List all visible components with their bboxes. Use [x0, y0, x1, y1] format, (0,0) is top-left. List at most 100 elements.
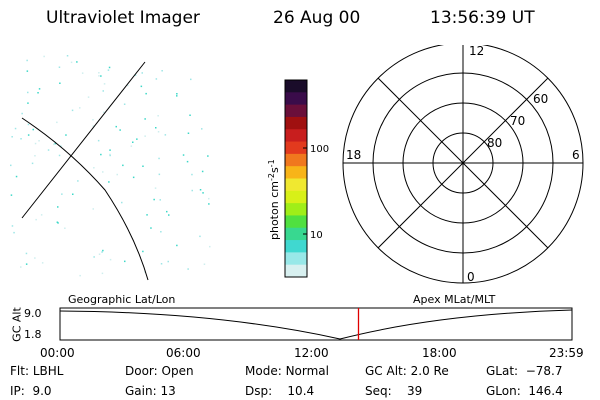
timeline-xtick-0: 00:00 [40, 346, 75, 360]
noise-dot [134, 74, 137, 76]
noise-dot [98, 75, 100, 77]
noise-dot [60, 145, 62, 147]
noise-dot [34, 155, 36, 157]
noise-dot [98, 72, 100, 74]
noise-dot [115, 125, 117, 128]
timeline-plot [59, 307, 573, 341]
noise-dot [92, 208, 94, 210]
noise-dot [102, 249, 104, 252]
noise-dot [32, 128, 34, 131]
timeline-xtick-1: 06:00 [166, 346, 201, 360]
noise-dot [10, 194, 13, 196]
noise-dot [25, 252, 28, 255]
noise-dot [132, 141, 134, 143]
noise-dot [155, 78, 158, 80]
noise-dot [201, 128, 203, 130]
colorbar-strip [285, 153, 307, 167]
noise-dot [150, 227, 152, 229]
polar-label-top: 12 [469, 45, 484, 58]
noise-dot [187, 268, 189, 270]
status-glon: GLon: 146.4 [486, 384, 563, 398]
noise-dot [38, 88, 41, 90]
noise-dot [160, 231, 162, 233]
colorbar-strip [285, 92, 307, 106]
colorbar-strip [285, 190, 307, 204]
latitude-curve [21, 117, 149, 281]
noise-dot [27, 91, 29, 94]
status-ip: IP: 9.0 [10, 384, 52, 398]
noise-dot [144, 135, 146, 137]
timeline-right-title: Apex MLat/MLT [413, 293, 496, 306]
noise-dot [11, 225, 14, 227]
status-door: Door: Open [125, 364, 194, 378]
noise-dots [10, 55, 211, 277]
noise-dot [76, 61, 78, 63]
noise-dot [176, 95, 178, 97]
noise-dot [100, 153, 102, 156]
status-flt: Flt: LBHL [10, 364, 64, 378]
colorbar-strips [285, 80, 307, 278]
geographic-image-panel [10, 55, 211, 281]
noise-dot [56, 221, 59, 223]
noise-dot [186, 160, 189, 163]
noise-dot [54, 142, 57, 145]
noise-dot [107, 69, 110, 71]
noise-dot [13, 231, 15, 234]
noise-dot [109, 153, 111, 156]
noise-dot [187, 132, 190, 134]
noise-dot [136, 138, 138, 140]
timeline-left-title: Geographic Lat/Lon [68, 293, 176, 306]
colorbar-frame [284, 79, 308, 278]
noise-dot [27, 134, 30, 136]
noise-dot [71, 109, 74, 112]
noise-dot [202, 192, 204, 194]
polar-label-left: 18 [346, 148, 361, 162]
timeline-xtick-4: 23:59 [549, 346, 584, 360]
noise-dot [140, 85, 143, 88]
noise-dot [93, 167, 95, 169]
colorbar-unit-label: photon cm-2s-1 [267, 159, 281, 240]
colorbar-tick-label-10: 10 [310, 230, 323, 241]
noise-dot [144, 118, 146, 120]
noise-dot [122, 164, 124, 167]
noise-dot [56, 121, 58, 124]
noise-dot [59, 82, 61, 84]
noise-dot [66, 55, 69, 57]
noise-dot [25, 263, 28, 265]
noise-dot [182, 154, 185, 156]
noise-dot [70, 61, 73, 64]
status-gcalt: GC Alt: 2.0 Re [365, 364, 449, 378]
noise-dot [190, 78, 192, 81]
noise-dot [191, 173, 193, 176]
noise-dot [199, 189, 202, 191]
noise-dot [189, 114, 191, 116]
colorbar-strip [285, 215, 307, 229]
noise-dot [153, 198, 155, 201]
timeline-ytick-top: 9.0 [24, 307, 42, 320]
noise-dot [108, 66, 111, 69]
colorbar-strip [285, 80, 307, 93]
noise-dot [141, 72, 143, 74]
noise-dot [53, 143, 55, 146]
noise-dot [27, 102, 29, 104]
noise-dot [109, 149, 111, 151]
colorbar-strip [285, 141, 307, 155]
polar-label-bottom: 0 [467, 270, 475, 284]
colorbar-strip [285, 166, 307, 179]
noise-dot [164, 134, 167, 136]
noise-dot [61, 193, 63, 195]
noise-dot [176, 244, 178, 247]
status-mode: Mode: Normal [245, 364, 329, 378]
noise-dot [26, 70, 29, 72]
colorbar-strip [285, 129, 307, 143]
noise-dot [102, 90, 104, 92]
colorbar-strip [285, 203, 307, 216]
noise-dot [37, 92, 39, 94]
noise-dot [97, 139, 100, 142]
colorbar: 100 10 photon cm-2s-1 [267, 79, 329, 278]
noise-dot [176, 93, 178, 95]
noise-dot [161, 70, 163, 72]
status-dsp: Dsp: 10.4 [245, 384, 315, 398]
colorbar-strip [285, 178, 307, 192]
noise-dot [166, 210, 168, 213]
